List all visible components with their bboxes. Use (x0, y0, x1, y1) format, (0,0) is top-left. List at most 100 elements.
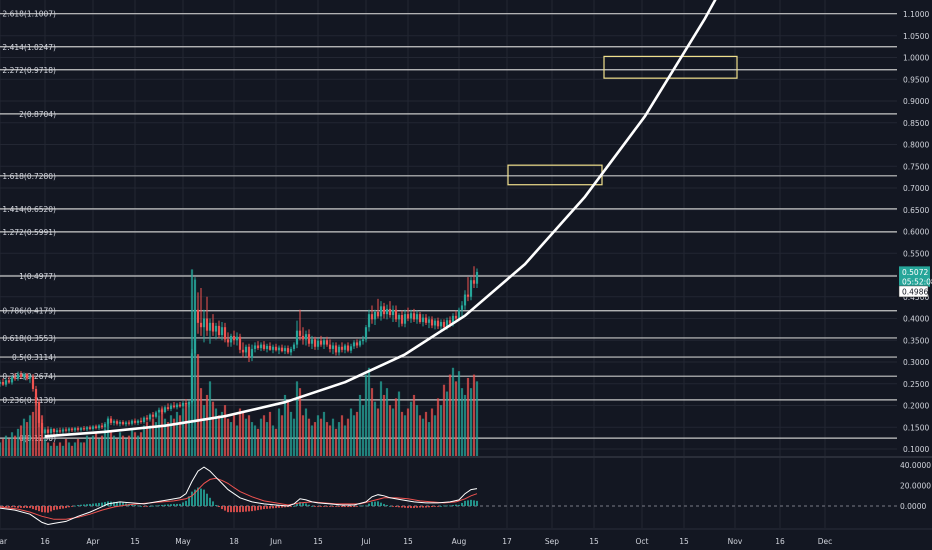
macd-histogram-bar (296, 503, 298, 506)
volume-bar (301, 415, 305, 456)
candle-body (118, 422, 122, 424)
macd-histogram-bar (83, 504, 85, 506)
price-tag-background (899, 275, 930, 287)
macd-histogram-bar (311, 506, 313, 507)
macd-histogram-bar (20, 506, 22, 508)
macd-histogram-bar (17, 506, 19, 508)
price-axis-tick: 1.1000 (903, 10, 929, 19)
volume-bar (154, 422, 158, 456)
macd-histogram-bar (269, 506, 271, 509)
price-axis-tick: 0.1000 (903, 445, 929, 454)
volume-bar (352, 415, 356, 456)
macd-histogram-bar (473, 500, 475, 506)
candle-body (466, 294, 470, 297)
volume-bars (0, 269, 479, 456)
candle-body (97, 425, 101, 429)
candle-body (154, 412, 158, 417)
macd-axis-tick: 40.0000 (900, 461, 931, 470)
time-axis[interactable]: Mar 16 Apr 15 May 18 Jun 15 Jul 15 Aug 17 Sep 15 Oct 15… (0, 528, 932, 550)
macd-histogram-bar (188, 496, 190, 506)
candle-body (448, 320, 452, 324)
parabolic-curve[interactable] (44, 0, 735, 438)
volume-bar (169, 415, 173, 456)
volume-bar (430, 408, 434, 456)
candle-body (85, 427, 89, 430)
candle-body (388, 308, 392, 316)
candle-body (13, 377, 17, 379)
volume-bar (391, 408, 395, 456)
volume-bar (454, 381, 458, 456)
macd-histogram-bar (437, 506, 439, 507)
volume-bar (10, 432, 14, 456)
time-axis-tick: 15 (679, 537, 689, 546)
volume-bar (316, 415, 320, 456)
candle-body (427, 319, 431, 323)
target-boxes[interactable] (507, 55, 738, 186)
macd-histogram-bar (353, 506, 355, 508)
macd-histogram-bar (41, 506, 43, 513)
macd-histogram-bar (299, 501, 301, 506)
volume-bar (100, 435, 104, 456)
candle-body (475, 271, 479, 284)
volume-bar (172, 418, 176, 456)
macd-panel (0, 466, 897, 526)
volume-bar (142, 425, 146, 456)
macd-histogram-bar (434, 506, 436, 507)
volume-bar (280, 415, 284, 456)
volume-bar (325, 422, 329, 456)
volume-bar (34, 401, 38, 456)
macd-histogram-bar (191, 491, 193, 506)
volume-bar (436, 398, 440, 456)
volume-bar (457, 371, 461, 456)
volume-bar (223, 405, 227, 456)
volume-bar (274, 428, 278, 456)
macd-histogram-bar (131, 504, 133, 506)
candle-body (175, 404, 179, 408)
price-axis[interactable]: 1.1000 1.0500 1.0000 0.9500 0.9000 0.8500 0.80… (897, 0, 932, 456)
macd-axis-background (897, 458, 932, 528)
macd-histogram-bar (368, 503, 370, 506)
candle-body (40, 422, 44, 434)
volume-bar (0, 442, 2, 456)
macd-histogram-bar (365, 505, 367, 507)
macd-histogram-bar (392, 506, 394, 507)
price-axis-tick: 0.2000 (903, 402, 929, 411)
fib-level-label: 2.272(0.9718) (2, 66, 56, 75)
volume-bar (445, 391, 449, 456)
candle-body (55, 430, 59, 433)
candle-body (400, 315, 404, 324)
macd-histogram-bar (77, 504, 79, 506)
macd-histogram-bar (206, 493, 208, 506)
volume-bar (25, 422, 29, 456)
candle-body (283, 348, 287, 352)
macd-signal-line (0, 477, 478, 520)
candle-body (352, 342, 356, 347)
macd-axis[interactable]: 40.0000 20.0000 0.0000 (897, 458, 932, 528)
price-axis-tick: 0.4000 (903, 315, 929, 324)
candle-body (142, 417, 146, 423)
volume-bar (421, 418, 425, 456)
macd-histogram-bar (308, 504, 310, 506)
price-axis-tick: 0.8000 (903, 141, 929, 150)
candle-body (28, 376, 32, 379)
volume-bar (160, 408, 164, 456)
price-tag-background (899, 266, 930, 278)
target-box (603, 55, 738, 79)
volume-bar (343, 425, 347, 456)
candle-body (73, 428, 77, 431)
macd-histogram-bar (89, 503, 91, 506)
volume-bar (133, 432, 137, 456)
macd-histogram-bar (371, 501, 373, 506)
candle-body (343, 345, 347, 350)
volume-bar (97, 439, 101, 456)
price-axis-tick: 1.0500 (903, 32, 929, 41)
time-axis-tick: 16 (40, 537, 50, 546)
candle-body (19, 374, 23, 377)
fib-level-label: 0.236(0.2130) (2, 396, 56, 405)
volume-bar (277, 408, 281, 456)
price-axis-tick: 0.6000 (903, 228, 929, 237)
candle-body (373, 311, 377, 320)
price-axis-tick: 0.1500 (903, 423, 929, 432)
volume-bar (475, 381, 479, 456)
